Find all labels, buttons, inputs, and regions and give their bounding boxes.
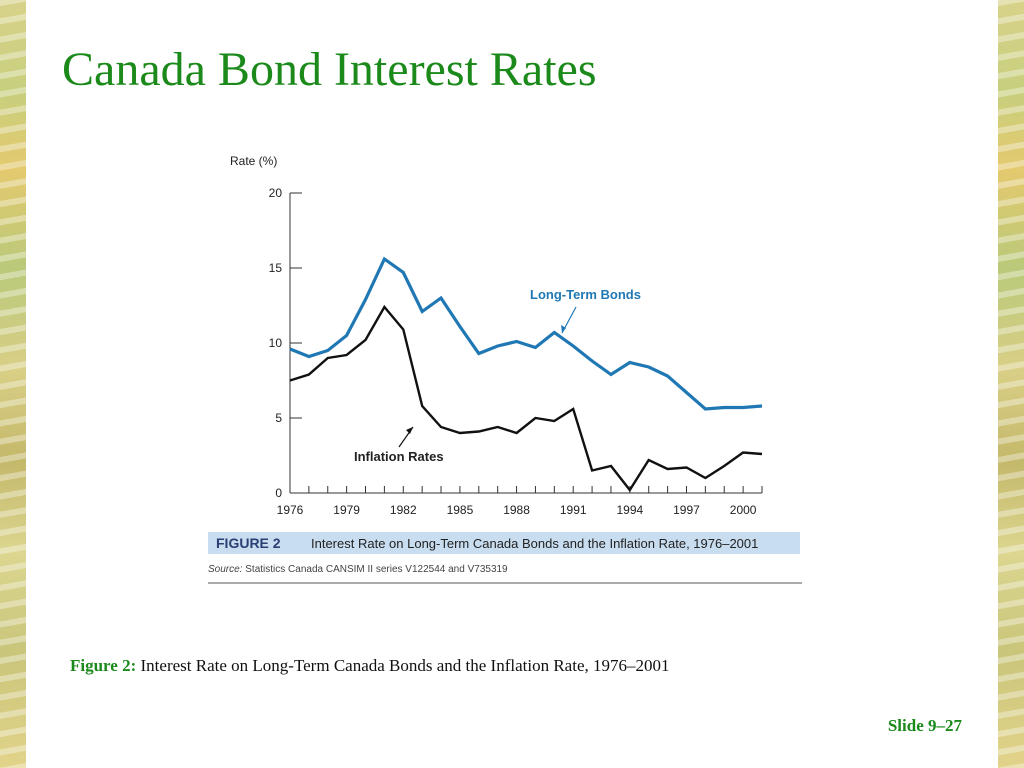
- source-text: Statistics Canada CANSIM II series V1225…: [245, 564, 508, 575]
- decorative-border-left: [0, 0, 26, 768]
- y-tick-label: 5: [275, 411, 282, 425]
- series-line-inflation-rates: [289, 304, 763, 493]
- slide-title: Canada Bond Interest Rates: [62, 43, 597, 96]
- inflation-arrowhead: [406, 427, 413, 434]
- x-tick-label: 1982: [390, 503, 417, 517]
- caption-text: Interest Rate on Long-Term Canada Bonds …: [140, 656, 670, 675]
- figure-tag: FIGURE 2: [216, 535, 281, 551]
- series-label-inflation-rates: Inflation Rates: [354, 449, 444, 464]
- source-label: Source:: [208, 564, 243, 575]
- y-tick-label: 15: [269, 261, 283, 275]
- figure-title: Interest Rate on Long-Term Canada Bonds …: [311, 536, 758, 551]
- x-tick-label: 1979: [333, 503, 360, 517]
- y-axis-label: Rate (%): [230, 154, 277, 168]
- x-tick-label: 1997: [673, 503, 700, 517]
- series-label-long-term-bonds: Long-Term Bonds: [530, 287, 641, 302]
- x-tick-label: 1991: [560, 503, 587, 517]
- figure-caption-band: [208, 532, 800, 554]
- y-tick-label: 20: [269, 186, 283, 200]
- chart-axes: 0 5 10 15 20 1976 1979 1982 1985 1988 1991 1994 1997…: [269, 186, 763, 517]
- bonds-arrowhead: [561, 325, 566, 333]
- chart-series: [289, 256, 763, 493]
- slide-number: Slide 9–27: [887, 716, 962, 735]
- x-tick-label: 1985: [447, 503, 474, 517]
- slide-caption: Figure 2: Interest Rate on Long-Term Can…: [70, 656, 670, 676]
- series-line-long-term-bonds: [289, 256, 763, 411]
- line-chart: Rate (%) 0 5 10 15 20 1976 1979 1982 1985 1988 199…: [208, 154, 802, 584]
- x-tick-label: 2000: [730, 503, 757, 517]
- x-tick-label: 1994: [616, 503, 643, 517]
- figure-source: Source: Statistics Canada CANSIM II seri…: [208, 564, 508, 575]
- caption-label: Figure 2:: [70, 656, 137, 675]
- x-tick-label: 1976: [277, 503, 304, 517]
- x-tick-label: 1988: [503, 503, 530, 517]
- y-tick-label: 0: [275, 486, 282, 500]
- decorative-border-right: [998, 0, 1024, 768]
- y-tick-label: 10: [269, 336, 283, 350]
